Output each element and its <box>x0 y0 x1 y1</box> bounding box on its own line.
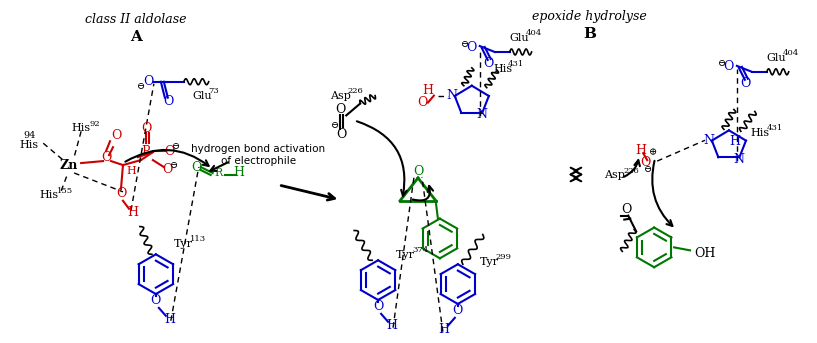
Text: His: His <box>751 128 770 138</box>
Text: 155: 155 <box>57 187 74 195</box>
Text: ⊖: ⊖ <box>172 142 180 151</box>
Text: Glu: Glu <box>767 53 787 63</box>
Text: H: H <box>164 313 176 326</box>
Text: H: H <box>636 144 647 157</box>
Text: 374: 374 <box>412 246 428 255</box>
Text: ⊖: ⊖ <box>170 161 178 169</box>
Text: A: A <box>130 30 142 44</box>
Text: O: O <box>163 163 173 176</box>
Text: 92: 92 <box>89 120 100 128</box>
Text: epoxide hydrolyse: epoxide hydrolyse <box>532 10 647 23</box>
Text: O: O <box>335 103 346 116</box>
Text: ⊖: ⊖ <box>644 165 652 174</box>
Text: O: O <box>165 145 175 158</box>
Text: O: O <box>724 60 734 73</box>
Text: 404: 404 <box>783 49 799 57</box>
Text: H: H <box>422 84 434 97</box>
Text: His: His <box>39 190 58 200</box>
Text: O: O <box>111 129 121 142</box>
Text: 299: 299 <box>496 253 511 261</box>
Text: O: O <box>484 57 494 70</box>
Text: Glu: Glu <box>510 33 529 43</box>
Text: H: H <box>127 206 138 219</box>
Text: O: O <box>150 294 161 307</box>
Text: OH: OH <box>694 247 716 260</box>
Text: O: O <box>336 128 346 141</box>
Text: ⊖: ⊖ <box>718 59 726 68</box>
Text: O: O <box>621 203 632 216</box>
Text: 226: 226 <box>623 167 639 175</box>
Text: ⊖: ⊖ <box>137 82 145 91</box>
Text: O: O <box>373 300 383 314</box>
Text: Tyr: Tyr <box>174 239 193 249</box>
Text: O: O <box>144 75 154 88</box>
Text: Zn: Zn <box>60 158 78 172</box>
Text: 113: 113 <box>190 235 206 244</box>
Text: H: H <box>126 166 136 176</box>
Text: 94: 94 <box>24 131 36 140</box>
Text: 226: 226 <box>347 87 363 95</box>
Text: class II aldolase: class II aldolase <box>85 13 186 26</box>
Text: His: His <box>71 123 90 133</box>
Text: O: O <box>141 122 152 135</box>
Text: ⊖: ⊖ <box>461 39 469 49</box>
Text: His: His <box>493 64 513 74</box>
Text: 431: 431 <box>507 60 524 68</box>
Text: O: O <box>640 156 650 168</box>
Text: P: P <box>141 145 150 158</box>
Text: H: H <box>233 166 244 179</box>
Text: 404: 404 <box>525 29 542 37</box>
Text: O: O <box>191 161 202 174</box>
Text: ⊕: ⊕ <box>649 149 657 158</box>
Text: 73: 73 <box>208 87 220 95</box>
Text: hydrogen bond activation
of electrophile: hydrogen bond activation of electrophile <box>191 144 325 166</box>
Text: O: O <box>100 151 111 164</box>
Text: N: N <box>703 134 715 147</box>
Text: ⊖: ⊖ <box>331 121 339 130</box>
Text: O: O <box>453 304 463 317</box>
Text: 431: 431 <box>767 125 783 132</box>
Text: Asp: Asp <box>605 170 625 180</box>
Text: Tyr: Tyr <box>396 250 415 260</box>
Text: B: B <box>583 27 596 41</box>
Text: O: O <box>116 187 126 200</box>
Text: N: N <box>446 89 458 102</box>
Text: R: R <box>215 168 223 178</box>
Text: H: H <box>439 323 449 336</box>
Text: O: O <box>163 95 174 108</box>
Text: Asp: Asp <box>330 91 351 100</box>
Text: H: H <box>730 135 740 148</box>
Text: N: N <box>476 108 487 121</box>
Text: H: H <box>386 319 398 332</box>
Text: O: O <box>413 165 423 178</box>
Text: Tyr: Tyr <box>480 257 498 267</box>
Text: N: N <box>734 153 744 166</box>
Text: O: O <box>741 77 751 90</box>
Text: O: O <box>417 96 427 109</box>
Text: His: His <box>20 140 38 150</box>
Text: O: O <box>467 40 477 54</box>
Text: Glu: Glu <box>193 91 212 100</box>
